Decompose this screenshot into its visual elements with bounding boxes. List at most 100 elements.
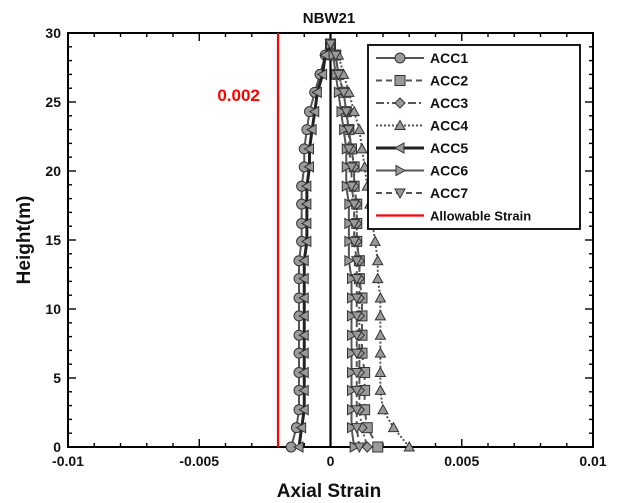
legend-label: ACC2 [430,73,468,89]
data-point-acc5 [298,366,309,379]
data-point-acc4 [371,254,384,266]
legend-marker [394,75,406,86]
data-point-acc5 [300,235,312,248]
data-point-acc7 [353,442,366,454]
y-tick-label: 15 [45,232,61,248]
data-point-acc7 [345,181,358,193]
x-axis-label: Axial Strain [277,481,382,502]
data-point-acc6 [341,161,353,173]
data-point-acc4 [369,235,381,246]
data-point-acc7 [340,107,353,118]
data-point-acc5 [316,68,328,81]
data-point-acc7 [324,39,337,51]
data-point-acc6 [347,421,358,434]
data-point-acc5 [298,310,309,322]
data-point-acc7 [348,218,360,230]
data-point-acc5 [298,329,309,342]
data-point-acc4 [374,366,387,377]
data-point-acc7 [350,367,363,379]
data-point-acc4 [374,347,387,358]
data-point-acc7 [332,69,345,81]
y-tick-label: 0 [53,439,61,455]
x-tick-label: -0.01 [52,453,84,469]
plot-area: -0.01 -0.005 0 0.005 0.01 0 5 10 15 20 25 30 0.002 [45,25,606,469]
data-point-acc3 [361,441,373,453]
data-point-acc5 [298,347,309,360]
data-point-acc4 [348,105,360,117]
data-point-acc7 [337,87,350,99]
chart-title: NBW21 [303,10,356,27]
data-point-acc5 [298,272,309,285]
legend-label: ACC1 [430,50,468,66]
legend-entry-acc5: ACC5 [376,140,468,156]
data-point-acc4 [356,142,368,154]
data-point-acc5 [300,180,312,193]
data-point-acc4 [403,440,416,452]
data-point-acc6 [347,310,358,322]
legend-label: ACC3 [430,95,468,111]
data-point-acc5 [303,143,314,155]
series-line-acc4 [329,43,411,448]
legend-label: ACC4 [430,118,468,134]
y-tick-label: 10 [45,301,61,317]
data-point-acc7 [350,385,363,397]
legend-entry-acc2: ACC2 [376,73,468,89]
legend-entry-acc3: ACC3 [376,95,468,111]
y-tick-label: 20 [45,163,61,179]
data-point-acc7 [350,330,363,342]
data-point-acc6 [341,180,353,193]
legend-label: ACC7 [430,185,468,201]
legend-marker [393,142,405,154]
data-point-acc5 [306,123,317,136]
data-point-acc7 [350,311,363,322]
data-point-acc7 [350,405,363,416]
data-point-acc7 [329,50,342,62]
data-point-acc6 [349,441,361,453]
data-point-acc6 [347,347,358,360]
data-point-acc7 [343,125,355,136]
y-tick-label: 25 [45,94,61,110]
data-point-acc4 [374,329,387,340]
data-point-acc4 [371,272,384,284]
data-point-acc5 [298,292,309,304]
x-tick-label: 0.01 [579,453,606,469]
data-point-acc7 [350,348,363,360]
legend-marker [394,97,406,109]
data-point-acc5 [298,384,309,397]
data-point-acc6 [344,254,355,267]
legend-marker [395,164,407,177]
data-point-acc5 [300,198,312,210]
data-point-acc7 [350,274,363,285]
data-point-acc7 [350,293,363,304]
data-point-acc6 [347,292,358,304]
data-point-acc4 [377,403,389,415]
data-point-acc6 [336,105,348,118]
legend-entry-acc4: ACC4 [376,118,468,134]
data-point-acc7 [343,144,355,155]
data-point-acc5 [298,254,309,267]
data-point-acc7 [350,423,363,434]
series-line-acc6 [329,43,356,448]
legend-entry-acc1: ACC1 [376,50,468,66]
legend-label: Allowable Strain [430,209,531,224]
legend-marker [394,188,406,200]
data-point-acc5 [303,161,314,173]
data-point-acc5 [300,217,312,230]
data-point-acc5 [298,403,309,416]
data-point-acc5 [295,421,307,434]
legend-label: ACC6 [430,163,468,179]
data-point-acc4 [387,421,400,433]
legend-marker [394,119,406,130]
legend-marker [394,52,406,64]
x-tick-label: -0.005 [179,453,219,469]
legend-entry-acc7: ACC7 [376,185,468,201]
series-acc7 [324,39,366,454]
data-point-acc6 [344,198,355,210]
legend-box [367,44,581,230]
data-point-acc6 [344,217,355,230]
data-point-acc5 [311,86,322,99]
data-point-acc7 [350,256,363,267]
data-point-acc4 [353,123,366,135]
data-point-acc6 [347,272,358,285]
